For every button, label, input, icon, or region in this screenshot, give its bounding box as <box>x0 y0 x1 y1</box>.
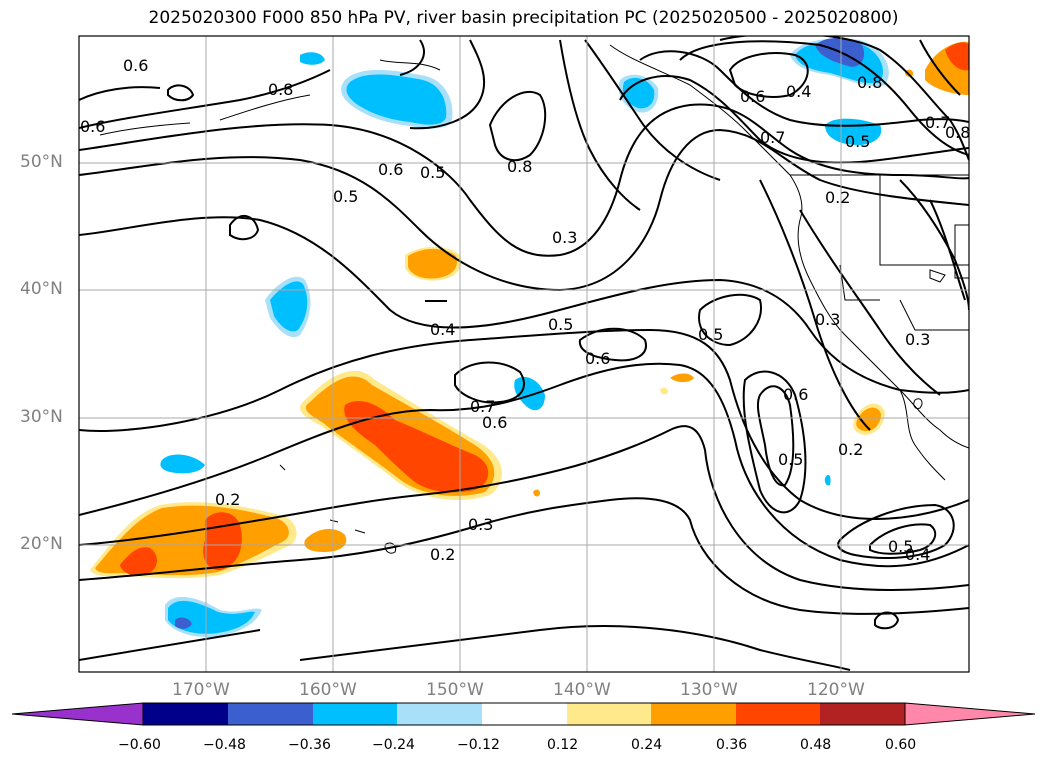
lat-label: 20°N <box>20 534 63 554</box>
colorbar-tick: −0.12 <box>457 737 500 753</box>
positive-anomaly-shading <box>90 41 969 579</box>
lon-label: 170°W <box>172 680 230 700</box>
colorbar-tick: 0.12 <box>547 737 579 753</box>
contour-label: 0.2 <box>825 188 850 207</box>
contour-label: 0.6 <box>783 385 808 404</box>
contour-label: 0.7 <box>760 128 785 147</box>
contour-label: 0.8 <box>945 123 970 142</box>
pv-contours <box>79 36 969 671</box>
contour-label: 0.8 <box>268 80 293 99</box>
contour-label: 0.5 <box>778 450 803 469</box>
negative-anomaly-shading <box>160 37 889 638</box>
contour-label: 0.2 <box>430 545 455 564</box>
lon-label: 140°W <box>553 680 611 700</box>
contour-label: 0.4 <box>786 82 811 101</box>
colorbar-tick: −0.24 <box>372 737 415 753</box>
colorbar-tick: 0.24 <box>631 737 663 753</box>
colorbar-segment <box>313 703 397 725</box>
lat-label: 40°N <box>20 279 63 299</box>
map-title: 2025020300 F000 850 hPa PV, river basin … <box>148 8 899 28</box>
colorbar-tick: −0.48 <box>203 737 246 753</box>
contour-label: 0.8 <box>507 157 532 176</box>
contour-label: 0.5 <box>698 325 723 344</box>
contour-labels: 0.6 0.6 0.8 0.6 0.5 0.5 0.8 0.3 0.4 0.5 … <box>80 56 970 564</box>
colorbar-tick: −0.60 <box>118 737 161 753</box>
contour-label: 0.5 <box>333 187 358 206</box>
colorbar-extend-low <box>11 702 144 726</box>
contour-label: 0.6 <box>740 87 765 106</box>
contour-label: 0.5 <box>420 163 445 182</box>
contour-label: 0.2 <box>215 490 240 509</box>
lat-label: 50°N <box>20 152 63 172</box>
contour-label: 0.6 <box>378 160 403 179</box>
colorbar-segment <box>651 703 736 725</box>
contour-label: 0.3 <box>552 228 577 247</box>
contour-label: 0.2 <box>838 440 863 459</box>
contour-label: 0.5 <box>888 537 913 556</box>
contour-label: 0.6 <box>123 56 148 75</box>
colorbar-segment <box>736 703 820 725</box>
contour-label: 0.3 <box>905 330 930 349</box>
colorbar-segment <box>820 703 905 725</box>
lat-label: 30°N <box>20 407 63 427</box>
colorbar-segment <box>397 703 482 725</box>
contour-label: 0.8 <box>857 73 882 92</box>
colorbar-tick: 0.48 <box>800 737 832 753</box>
contour-label: 0.4 <box>430 320 455 339</box>
contour-label: 0.6 <box>482 413 507 432</box>
contour-label: 0.6 <box>80 117 105 136</box>
lon-label: 150°W <box>426 680 484 700</box>
contour-label: 0.3 <box>815 310 840 329</box>
graticule <box>79 36 969 672</box>
lon-label: 130°W <box>680 680 738 700</box>
map-plot-area: 0.6 0.6 0.8 0.6 0.5 0.5 0.8 0.3 0.4 0.5 … <box>79 36 970 672</box>
contour-label: 0.7 <box>470 397 495 416</box>
colorbar-segment <box>143 703 228 725</box>
contour-label: 0.4 <box>905 545 930 564</box>
lon-label: 120°W <box>807 680 865 700</box>
colorbar-tick: 0.36 <box>716 737 748 753</box>
contour-label: 0.3 <box>468 515 493 534</box>
contour-label: 0.5 <box>845 132 870 151</box>
colorbar-extend-high <box>904 702 1036 726</box>
map-frame <box>78 35 970 673</box>
coastlines <box>99 44 969 554</box>
colorbar-segment <box>567 703 651 725</box>
colorbar-tick: 0.60 <box>885 737 917 753</box>
lon-label: 160°W <box>299 680 357 700</box>
colorbar-tick: −0.36 <box>288 737 331 753</box>
contour-label: 0.7 <box>925 113 950 132</box>
colorbar <box>11 702 1036 726</box>
contour-label: 0.5 <box>548 315 573 334</box>
colorbar-segment <box>482 703 567 725</box>
colorbar-segment <box>228 703 313 725</box>
contour-label: 0.6 <box>585 349 610 368</box>
